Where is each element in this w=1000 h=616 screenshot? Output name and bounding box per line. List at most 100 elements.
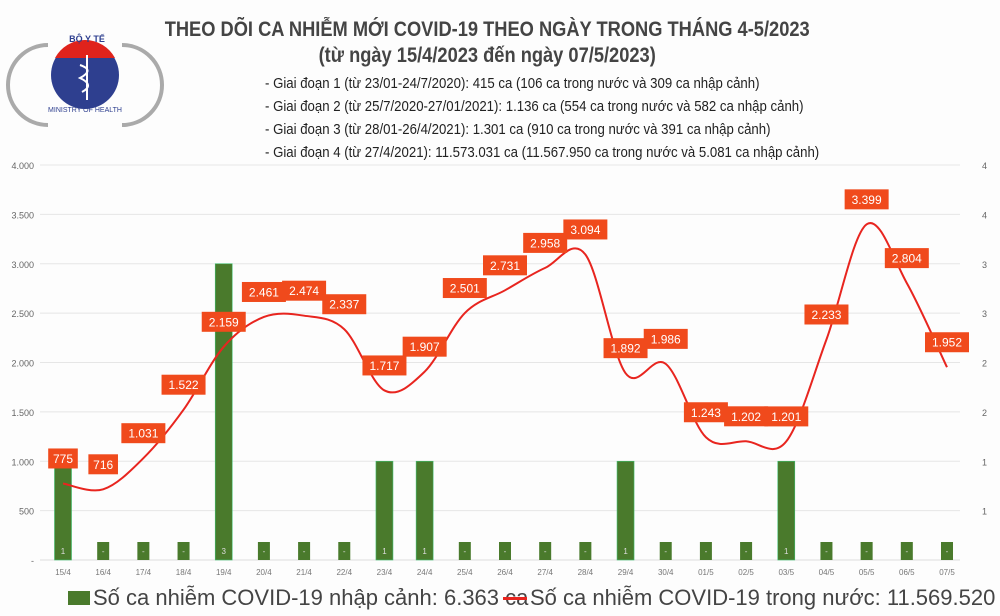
- data-label-box: [683, 402, 728, 423]
- bar-label: -: [504, 547, 507, 556]
- data-label: 775: [53, 452, 73, 466]
- bar-label: -: [946, 547, 949, 556]
- bar-label: -: [705, 547, 708, 556]
- x-tick-label: 03/5: [778, 568, 794, 577]
- legend-line-swatch: [503, 596, 527, 600]
- data-label-box: [925, 332, 969, 353]
- data-label: 1.202: [731, 410, 761, 424]
- x-tick-label: 24/4: [417, 568, 433, 577]
- x-tick-label: 23/4: [377, 568, 393, 577]
- bar: [375, 460, 394, 561]
- bar: [539, 542, 552, 560]
- x-tick-label: 15/4: [55, 568, 71, 577]
- data-label: 2.233: [811, 308, 841, 322]
- bar: [820, 542, 833, 560]
- y-right-tick-label: 1: [982, 507, 987, 517]
- line-series: [62, 222, 948, 492]
- bar: [137, 542, 150, 560]
- bar-label: -: [745, 547, 748, 556]
- bar-label: -: [182, 547, 185, 556]
- data-label-box: [282, 280, 327, 301]
- x-tick-label: 26/4: [497, 568, 513, 577]
- y-right-tick-label: 2: [982, 408, 987, 418]
- data-label-box: [804, 304, 849, 325]
- bar: [699, 542, 712, 560]
- data-label-box: [442, 278, 487, 299]
- y-right-tick-label: 4: [982, 210, 987, 220]
- y-left-tick-label: -: [31, 556, 34, 566]
- bar-label: -: [905, 547, 908, 556]
- chart-subtitle: (từ ngày 15/4/2023 đến ngày 07/5/2023): [318, 44, 656, 67]
- y-right-tick-label: 3: [982, 260, 987, 270]
- data-label: 1.892: [611, 342, 641, 356]
- data-label: 2.337: [329, 298, 359, 312]
- note-3: - Giai đoạn 3 (từ 28/01-26/4/2021): 1.30…: [265, 121, 771, 138]
- bar: [214, 263, 233, 561]
- x-tick-label: 28/4: [578, 568, 594, 577]
- data-label-box: [48, 448, 78, 469]
- x-tick-label: 21/4: [296, 568, 312, 577]
- note-1: - Giai đoạn 1 (từ 23/01-24/7/2020): 415 …: [265, 75, 760, 92]
- bar-label: 1: [61, 547, 66, 556]
- data-label-box: [402, 336, 447, 357]
- data-label: 1.952: [932, 336, 962, 350]
- data-label-box: [201, 311, 246, 332]
- data-label: 1.522: [169, 378, 199, 392]
- data-label: 3.094: [570, 223, 600, 237]
- bar-label: -: [263, 547, 266, 556]
- data-label: 2.804: [892, 252, 922, 266]
- bar-label: -: [544, 547, 547, 556]
- chart-title: THEO DÕI CA NHIỄM MỚI COVID-19 THEO NGÀY…: [164, 18, 810, 41]
- bar-label: 1: [784, 547, 789, 556]
- x-tick-label: 01/5: [698, 568, 714, 577]
- y-left-tick-label: 1.500: [11, 408, 34, 418]
- x-tick-label: 06/5: [899, 568, 915, 577]
- y-left-tick-label: 3.000: [11, 260, 34, 270]
- bar: [860, 542, 873, 560]
- data-label-box: [643, 328, 688, 349]
- data-label-box: [563, 219, 608, 240]
- note-2: - Giai đoạn 2 (từ 25/7/2020-27/01/2021):…: [265, 98, 804, 115]
- y-left-tick-label: 2.500: [11, 309, 34, 319]
- note-4: - Giai đoạn 4 (từ 27/4/2021): 11.573.031…: [265, 144, 820, 161]
- bar-label: -: [463, 547, 466, 556]
- bar: [740, 542, 753, 560]
- logo-top-text: BỘ Y TẾ: [69, 33, 105, 44]
- bar-label: -: [102, 547, 105, 556]
- bar-label: -: [142, 547, 145, 556]
- data-label-box: [844, 189, 889, 210]
- data-label-box: [362, 355, 407, 376]
- x-tick-label: 18/4: [176, 568, 192, 577]
- data-label: 1.986: [651, 332, 681, 346]
- y-right-tick-label: 1: [982, 457, 987, 467]
- bar-label: -: [865, 547, 868, 556]
- bar: [257, 542, 270, 560]
- y-left-tick-label: 1.000: [11, 457, 34, 467]
- x-tick-label: 17/4: [136, 568, 152, 577]
- data-label-box: [764, 406, 809, 427]
- bar: [900, 542, 913, 560]
- x-tick-label: 04/5: [819, 568, 835, 577]
- legend-bar-label: Số ca nhiễm COVID-19 nhập cảnh: 6.363 ca: [93, 585, 529, 610]
- bar-label: 3: [222, 547, 227, 556]
- data-label: 3.399: [852, 193, 882, 207]
- bar-label: -: [343, 547, 346, 556]
- legend-bar-swatch: [68, 591, 90, 605]
- bar: [338, 542, 351, 560]
- data-label-box: [121, 423, 166, 444]
- x-tick-label: 20/4: [256, 568, 272, 577]
- x-tick-label: 27/4: [537, 568, 553, 577]
- bar-label: -: [664, 547, 667, 556]
- data-label: 716: [93, 458, 113, 472]
- y-right-tick-label: 2: [982, 359, 987, 369]
- legend-line: Số ca nhiễm COVID-19 trong nước: 11.569.…: [503, 585, 1000, 611]
- y-left-tick-label: 4.000: [11, 161, 34, 171]
- data-label-box: [322, 294, 367, 315]
- ministry-logo: BỘ Y TẾ MINISTRY OF HEALTH: [6, 33, 164, 127]
- data-label-box: [483, 255, 527, 276]
- bar: [579, 542, 592, 560]
- bar-label: 1: [382, 547, 387, 556]
- data-label-box: [523, 232, 568, 253]
